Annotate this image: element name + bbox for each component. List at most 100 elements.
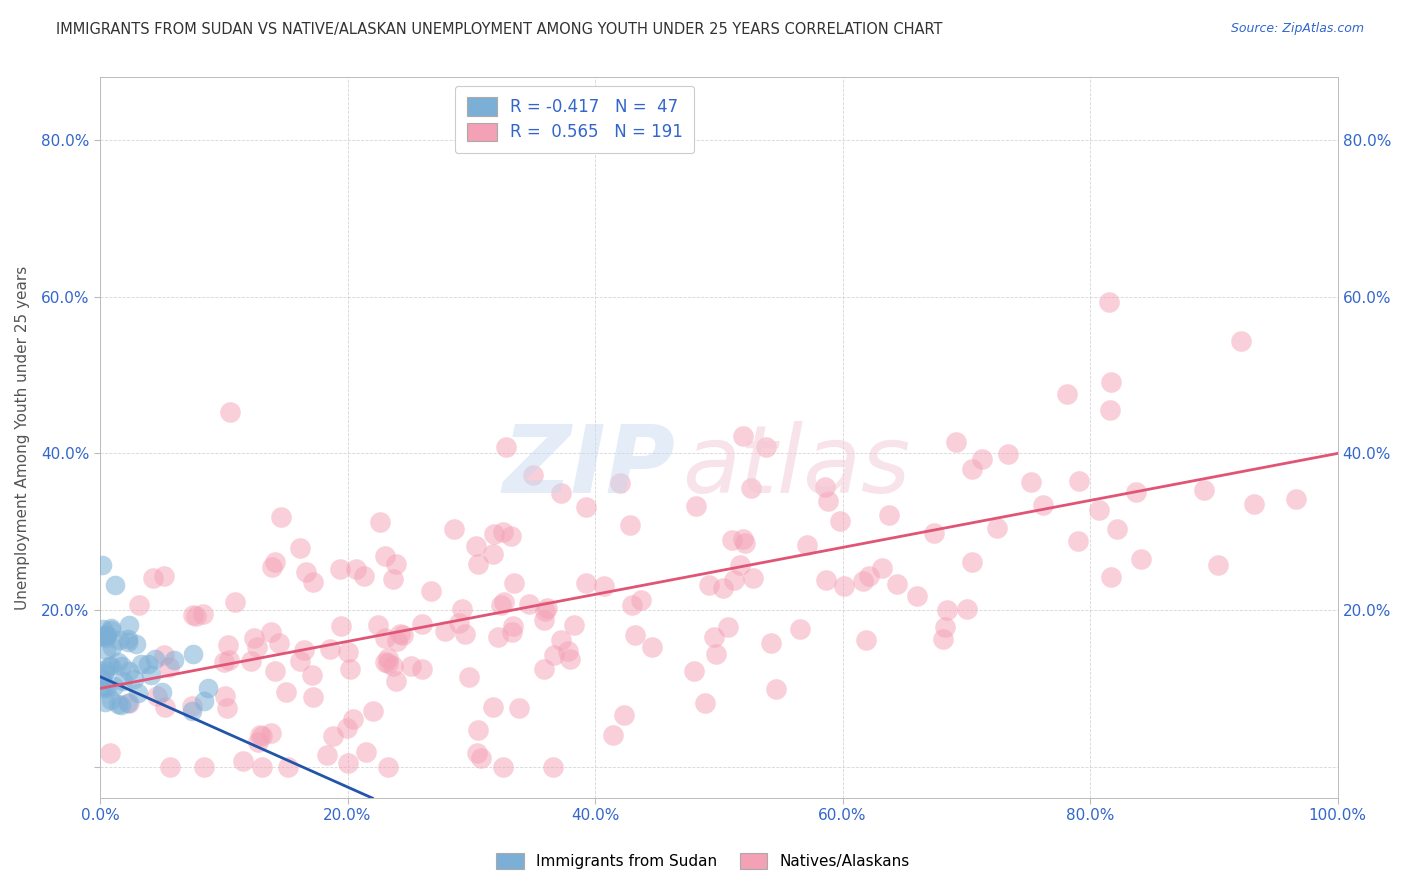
Point — [1192, 483, 1215, 498]
Point — [399, 658, 422, 673]
Point — [447, 615, 470, 630]
Point — [142, 571, 165, 585]
Point — [905, 589, 928, 603]
Point — [541, 760, 564, 774]
Point — [377, 657, 399, 671]
Point — [522, 468, 544, 483]
Point — [181, 705, 204, 719]
Point — [465, 746, 488, 760]
Point — [443, 522, 465, 536]
Point — [117, 632, 139, 647]
Point — [533, 613, 555, 627]
Point — [274, 685, 297, 699]
Point — [489, 598, 512, 612]
Point — [482, 548, 505, 562]
Point — [759, 636, 782, 650]
Point — [517, 597, 540, 611]
Point — [94, 680, 117, 694]
Point — [374, 549, 396, 564]
Point — [263, 665, 285, 679]
Point — [501, 625, 523, 640]
Point — [960, 461, 983, 475]
Point — [470, 750, 492, 764]
Y-axis label: Unemployment Among Youth under 25 years: Unemployment Among Youth under 25 years — [15, 266, 30, 610]
Point — [127, 686, 149, 700]
Point — [575, 500, 598, 514]
Point — [492, 760, 515, 774]
Point — [93, 663, 115, 677]
Point — [858, 568, 880, 582]
Point — [602, 728, 624, 742]
Point — [557, 644, 579, 658]
Point — [212, 655, 235, 669]
Point — [886, 576, 908, 591]
Point — [932, 632, 955, 646]
Point — [385, 633, 408, 648]
Point — [181, 647, 204, 661]
Point — [450, 602, 472, 616]
Point — [717, 620, 740, 634]
Point — [117, 635, 139, 649]
Point — [181, 607, 204, 622]
Point — [641, 640, 664, 654]
Point — [1099, 570, 1122, 584]
Point — [495, 440, 517, 454]
Point — [118, 664, 141, 678]
Point — [1067, 475, 1090, 489]
Point — [118, 618, 141, 632]
Point — [250, 760, 273, 774]
Point — [374, 631, 396, 645]
Point — [734, 535, 756, 549]
Point — [1098, 402, 1121, 417]
Point — [945, 434, 967, 449]
Point — [492, 595, 515, 609]
Point — [193, 607, 215, 622]
Point — [96, 632, 118, 646]
Point — [143, 651, 166, 665]
Point — [295, 565, 318, 579]
Point — [960, 555, 983, 569]
Legend: R = -0.417   N =  47, R =  0.565   N = 191: R = -0.417 N = 47, R = 0.565 N = 191 — [456, 86, 695, 153]
Point — [830, 514, 852, 528]
Point — [740, 481, 762, 495]
Point — [247, 734, 270, 748]
Point — [486, 630, 509, 644]
Point — [260, 624, 283, 639]
Point — [1098, 294, 1121, 309]
Point — [877, 508, 900, 523]
Point — [711, 581, 734, 595]
Point — [301, 575, 323, 590]
Point — [852, 574, 875, 588]
Point — [935, 603, 957, 617]
Point — [100, 624, 122, 638]
Point — [103, 578, 125, 592]
Point — [269, 635, 291, 649]
Point — [814, 574, 837, 588]
Point — [246, 640, 269, 655]
Point — [562, 618, 585, 632]
Point — [90, 629, 112, 643]
Point — [98, 747, 121, 761]
Point — [1099, 375, 1122, 389]
Point — [100, 659, 122, 673]
Point — [1125, 485, 1147, 500]
Point — [96, 627, 118, 641]
Point — [454, 627, 477, 641]
Point — [118, 696, 141, 710]
Point — [385, 673, 408, 688]
Point — [150, 684, 173, 698]
Text: IMMIGRANTS FROM SUDAN VS NATIVE/ALASKAN UNEMPLOYMENT AMONG YOUTH UNDER 25 YEARS : IMMIGRANTS FROM SUDAN VS NATIVE/ALASKAN … — [56, 22, 943, 37]
Point — [193, 694, 215, 708]
Point — [533, 662, 555, 676]
Point — [353, 568, 375, 582]
Point — [90, 630, 112, 644]
Point — [302, 690, 325, 704]
Point — [301, 668, 323, 682]
Point — [96, 681, 118, 695]
Point — [377, 760, 399, 774]
Point — [593, 579, 616, 593]
Point — [146, 690, 169, 704]
Point — [543, 648, 565, 663]
Point — [503, 576, 526, 591]
Point — [111, 659, 134, 673]
